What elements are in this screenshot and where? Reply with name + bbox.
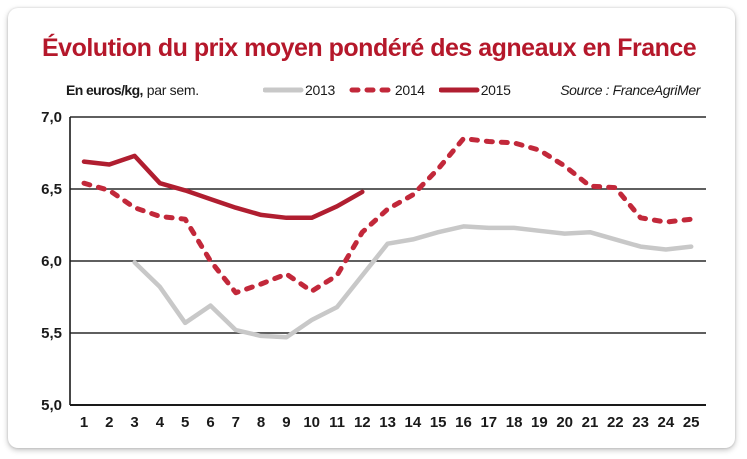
x-tick-label-24: 24 xyxy=(658,414,675,431)
y-tick-label-5,0: 5,0 xyxy=(41,397,62,414)
x-tick-label-4: 4 xyxy=(156,414,165,431)
series-line-2014 xyxy=(81,136,694,296)
x-tick-label-3: 3 xyxy=(130,414,138,431)
x-tick-label-16: 16 xyxy=(455,414,472,431)
x-tick-label-19: 19 xyxy=(531,414,548,431)
unit-label-bold: En euros/kg, xyxy=(66,82,143,98)
legend-swatch-2015 xyxy=(438,87,480,93)
x-tick-label-6: 6 xyxy=(206,414,214,431)
chart-card xyxy=(8,8,735,448)
legend-swatch-2013 xyxy=(263,87,304,93)
y-tick-label-6,5: 6,5 xyxy=(41,181,62,198)
y-tick-label-5,5: 5,5 xyxy=(41,325,62,342)
x-tick-label-22: 22 xyxy=(607,414,624,431)
x-tick-label-18: 18 xyxy=(506,414,523,431)
legend-item-2013: 2013 xyxy=(263,82,335,98)
source-label: Source : FranceAgriMer xyxy=(560,82,700,98)
legend: 2013 2014 2015 xyxy=(263,82,521,99)
legend-label-2014: 2014 xyxy=(394,82,425,98)
unit-label-rest: par sem. xyxy=(146,82,199,98)
series-lines xyxy=(81,136,694,340)
y-tick-label-7,0: 7,0 xyxy=(41,109,62,126)
x-tick-label-2: 2 xyxy=(105,414,113,431)
x-tick-label-1: 1 xyxy=(80,414,88,431)
x-tick-label-11: 11 xyxy=(329,414,345,431)
unit-label: En euros/kg, par sem. xyxy=(66,82,199,98)
gridlines xyxy=(70,116,706,334)
x-tick-label-12: 12 xyxy=(354,414,371,431)
y-tick-label-6,0: 6,0 xyxy=(41,253,62,270)
chart-title: Évolution du prix moyen pondéré des agne… xyxy=(42,34,697,62)
legend-label-2015: 2015 xyxy=(480,82,511,98)
x-tick-label-10: 10 xyxy=(303,414,320,431)
legend-item-2014: 2014 xyxy=(349,82,425,98)
axes xyxy=(69,117,706,406)
legend-swatch-2014 xyxy=(349,87,394,93)
x-tick-label-9: 9 xyxy=(282,414,290,431)
x-tick-label-15: 15 xyxy=(430,414,447,431)
chart-subtitle-row: En euros/kg, par sem. 2013 2014 2015 Sou… xyxy=(66,82,706,106)
x-tick-label-20: 20 xyxy=(556,414,573,431)
x-tick-label-8: 8 xyxy=(257,414,265,431)
series-line-2015 xyxy=(81,153,365,221)
y-axis-ticks: 5,0 5,5 6,0 6,5 7,0 xyxy=(41,109,62,414)
x-tick-label-7: 7 xyxy=(232,414,240,431)
legend-label-2013: 2013 xyxy=(305,82,335,98)
x-tick-label-21: 21 xyxy=(582,414,599,431)
x-tick-label-5: 5 xyxy=(181,414,189,431)
legend-item-2015: 2015 xyxy=(438,82,511,98)
x-axis-ticks: 1 2 3 4 5 6 7 8 9 10 11 12 13 14 15 16 17 18 19 20 21 22 23 24 2… xyxy=(80,414,700,431)
x-tick-label-13: 13 xyxy=(379,414,396,431)
series-line-2013 xyxy=(132,224,694,340)
x-tick-label-25: 25 xyxy=(683,414,700,431)
x-tick-label-17: 17 xyxy=(480,414,497,431)
x-tick-label-23: 23 xyxy=(632,414,649,431)
x-tick-label-14: 14 xyxy=(405,414,422,431)
